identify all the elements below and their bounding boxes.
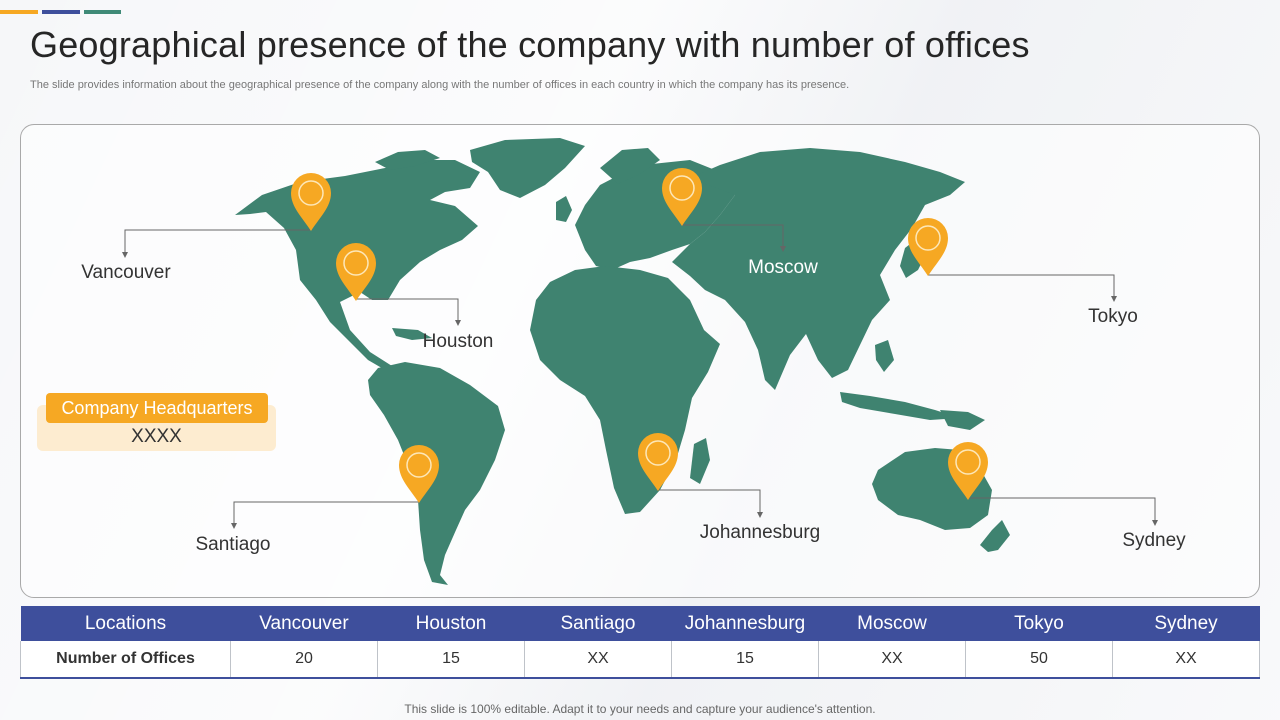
table-header-cell: Johannesburg — [671, 606, 819, 641]
accent-bar-blue — [42, 10, 80, 14]
headquarters-value[interactable]: XXXX — [131, 426, 182, 447]
map-pin-icon[interactable] — [399, 445, 439, 503]
arrow-tokyo — [1111, 296, 1117, 302]
slide-title: Geographical presence of the company wit… — [30, 24, 1030, 65]
table-cell[interactable]: XX — [1112, 641, 1260, 679]
headquarters-label: Company Headquarters — [46, 393, 268, 423]
island-new-guinea — [940, 410, 985, 430]
island-scandinavia — [600, 148, 660, 184]
city-label-tokyo: Tokyo — [1088, 306, 1138, 327]
headquarters-card: Company Headquarters XXXX — [37, 393, 276, 451]
accent-bar-yellow — [0, 10, 38, 14]
offices-table: Locations Vancouver Houston Santiago Joh… — [20, 606, 1260, 679]
connector-houston — [355, 298, 459, 322]
table-header-row: Locations Vancouver Houston Santiago Joh… — [20, 606, 1260, 641]
table-header-cell: Houston — [377, 606, 525, 641]
table-cell[interactable]: 20 — [230, 641, 378, 679]
arrow-moscow — [780, 246, 786, 252]
connector-johannesburg — [657, 489, 761, 514]
island-greenland — [470, 138, 585, 198]
connector-sydney — [968, 497, 1156, 522]
city-label-sydney: Sydney — [1122, 530, 1186, 551]
table-row: Number of Offices 20 15 XX 15 XX 50 XX — [20, 641, 1260, 679]
continent-asia — [672, 148, 965, 390]
table-cell[interactable]: XX — [818, 641, 966, 679]
table-header-cell: Vancouver — [230, 606, 378, 641]
island-uk — [556, 196, 572, 222]
city-label-vancouver: Vancouver — [81, 262, 171, 283]
connector-arrows — [122, 246, 1158, 529]
table-header-cell: Tokyo — [965, 606, 1113, 641]
arrow-houston — [455, 320, 461, 326]
island-caribbean — [392, 328, 432, 340]
island-madagascar — [690, 438, 710, 484]
accent-bar-teal — [84, 10, 121, 14]
slide-subtitle: The slide provides information about the… — [30, 79, 850, 91]
island-philippines — [875, 340, 894, 372]
map-pin-icon[interactable] — [908, 218, 948, 276]
island-arctic — [375, 150, 440, 170]
island-indonesia — [840, 392, 960, 420]
arrow-sydney — [1152, 520, 1158, 526]
table-cell[interactable]: 15 — [671, 641, 819, 679]
arrow-santiago — [231, 523, 237, 529]
city-label-moscow: Moscow — [748, 257, 818, 278]
table-header-cell: Locations — [20, 606, 231, 641]
connector-lines — [124, 224, 1156, 525]
arrow-vancouver — [122, 252, 128, 258]
map-pin-icon[interactable] — [948, 442, 988, 500]
table-cell[interactable]: XX — [524, 641, 672, 679]
map-pin-icon[interactable] — [291, 173, 331, 231]
map-pin-icon[interactable] — [638, 433, 678, 491]
connector-tokyo — [928, 274, 1115, 298]
connector-vancouver — [124, 229, 310, 254]
table-cell[interactable]: 50 — [965, 641, 1113, 679]
continents — [235, 138, 1010, 585]
map-pin-icon[interactable] — [662, 168, 702, 226]
map-pins — [291, 168, 988, 503]
table-header-cell: Santiago — [524, 606, 672, 641]
city-label-johannesburg: Johannesburg — [699, 522, 821, 543]
city-label-houston: Houston — [422, 331, 494, 352]
table-header-cell: Moscow — [818, 606, 966, 641]
map-pin-icon[interactable] — [336, 243, 376, 301]
island-new-zealand — [980, 520, 1010, 552]
table-row-label: Number of Offices — [20, 641, 231, 679]
slide-footer: This slide is 100% editable. Adapt it to… — [404, 702, 876, 716]
city-label-santiago: Santiago — [195, 534, 271, 555]
connector-moscow — [682, 224, 784, 248]
arrow-johannesburg — [757, 512, 763, 518]
table-header-cell: Sydney — [1112, 606, 1260, 641]
connector-santiago — [233, 501, 419, 525]
table-cell[interactable]: 15 — [377, 641, 525, 679]
